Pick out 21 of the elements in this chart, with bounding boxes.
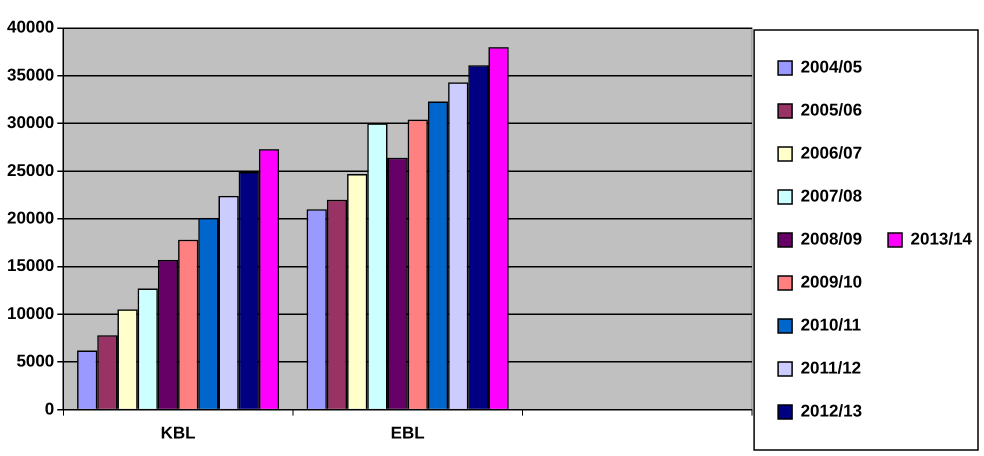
legend-label: 2005/06 — [800, 100, 862, 120]
x-tick-label: EBL — [390, 423, 425, 442]
legend-label: 2013/14 — [910, 230, 973, 249]
legend-label: 2010/11 — [800, 316, 862, 335]
legend-label: 2006/07 — [800, 144, 862, 163]
y-tick-label: 40000 — [6, 18, 54, 37]
legend-label: 2008/09 — [800, 230, 862, 249]
y-tick-label: 30000 — [6, 113, 54, 132]
y-tick-label: 5000 — [16, 352, 54, 371]
legend-label: 2011/12 — [800, 358, 862, 378]
y-tick-label: 25000 — [6, 160, 54, 180]
y-tick-label: 35000 — [6, 65, 54, 84]
legend-label: 2007/08 — [800, 186, 862, 206]
legend-label: 2004/05 — [800, 58, 862, 77]
y-tick-label: 20000 — [6, 208, 54, 228]
legend-label: 2009/10 — [800, 272, 862, 292]
y-tick-label: 0 — [44, 399, 54, 418]
x-tick-label: KBL — [160, 423, 196, 442]
y-tick-label: 15000 — [6, 256, 54, 276]
legend-label: 2012/13 — [800, 402, 862, 421]
y-tick-label: 10000 — [6, 304, 54, 323]
